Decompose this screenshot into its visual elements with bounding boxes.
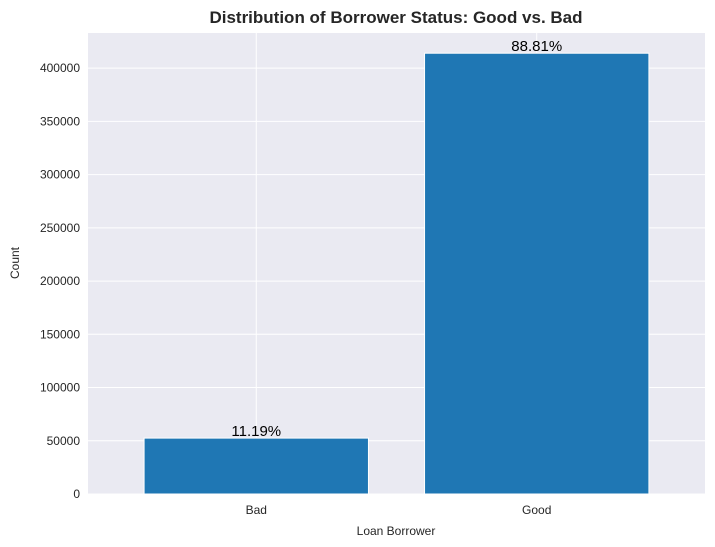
y-tick-label: 250000 [40,221,80,235]
y-tick-label: 150000 [40,327,80,341]
bars [143,52,650,495]
bar-data-label: 88.81% [511,38,562,55]
chart-title: Distribution of Borrower Status: Good vs… [209,8,582,27]
tick-labels: 0 50000 100000 150000 200000 250000 300000 3500… [40,61,551,517]
y-axis-label: Count [8,246,22,279]
x-tick-label: Bad [246,503,267,517]
y-tick-label: 0 [73,487,80,501]
x-tick-label: Good [522,503,551,517]
data-labels: 11.19% 88.81% [231,38,562,440]
bar-bad [143,437,369,495]
y-tick-label: 350000 [40,114,80,128]
y-tick-label: 50000 [47,434,81,448]
y-tick-label: 300000 [40,168,80,182]
bar-good [424,52,650,495]
y-tick-label: 200000 [40,274,80,288]
y-tick-label: 100000 [40,381,80,395]
y-tick-label: 400000 [40,61,80,75]
x-axis-label: Loan Borrower [357,524,436,538]
bar-data-label: 11.19% [231,423,281,440]
